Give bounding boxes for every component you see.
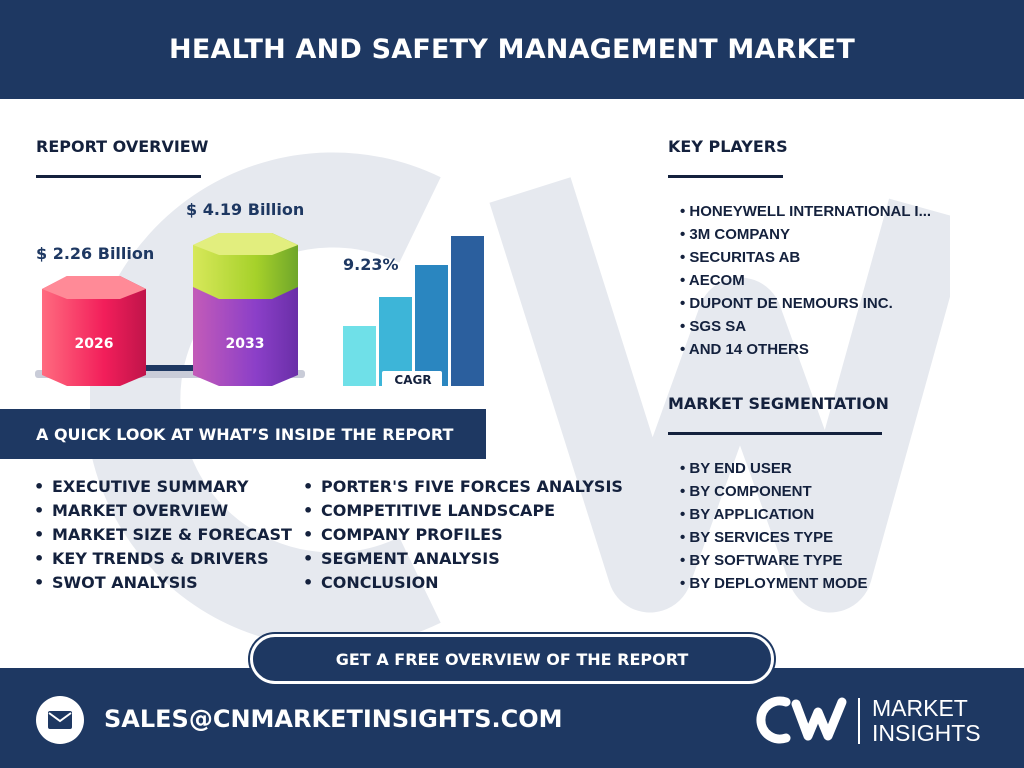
list-item: • BY SOFTWARE TYPE — [680, 552, 843, 569]
mail-button[interactable] — [36, 696, 84, 744]
cagr-label: CAGR — [394, 373, 431, 387]
quick-look-list-2: PORTER'S FIVE FORCES ANALYSIS COMPETITIV… — [301, 475, 623, 595]
list-item: • BY END USER — [680, 460, 792, 477]
cagr-bar-3 — [415, 265, 448, 386]
list-item: KEY TRENDS & DRIVERS — [32, 547, 292, 571]
key-players-list: • HONEYWELL INTERNATIONAL I... • 3M COMP… — [680, 200, 931, 361]
page-title: HEALTH AND SAFETY MANAGEMENT MARKET — [169, 34, 855, 65]
segmentation-rule — [668, 432, 882, 435]
quick-look-band: A QUICK LOOK AT WHAT’S INSIDE THE REPORT — [0, 409, 486, 459]
list-item: CONCLUSION — [301, 571, 623, 595]
quick-look-title: A QUICK LOOK AT WHAT’S INSIDE THE REPORT — [36, 424, 454, 444]
logo-line-1: MARKET — [872, 695, 968, 721]
list-item: • SGS SA — [680, 318, 747, 335]
header-band: HEALTH AND SAFETY MANAGEMENT MARKET — [0, 0, 1024, 99]
list-item: COMPANY PROFILES — [301, 523, 623, 547]
free-overview-label: GET A FREE OVERVIEW OF THE REPORT — [335, 649, 689, 669]
logo-line-2: INSIGHTS — [872, 720, 981, 746]
quick-look-list-1: EXECUTIVE SUMMARY MARKET OVERVIEW MARKET… — [32, 475, 292, 595]
chart-connector — [140, 365, 200, 371]
list-item: MARKET SIZE & FORECAST — [32, 523, 292, 547]
bar-2033 — [193, 233, 298, 386]
cagr-value-label: 9.23% — [343, 255, 399, 274]
list-item: • BY DEPLOYMENT MODE — [680, 575, 868, 592]
bar-2033-year: 2033 — [226, 336, 265, 352]
list-item: • DUPONT DE NEMOURS INC. — [680, 295, 893, 312]
list-item: • AND 14 OTHERS — [680, 341, 809, 358]
logo-divider — [858, 698, 860, 744]
footer-band — [0, 668, 1024, 768]
list-item: COMPETITIVE LANDSCAPE — [301, 499, 623, 523]
list-item: • BY APPLICATION — [680, 506, 815, 523]
list-item: PORTER'S FIVE FORCES ANALYSIS — [301, 475, 623, 499]
segmentation-list: • BY END USER • BY COMPONENT • BY APPLIC… — [680, 457, 868, 595]
list-item: • AECOM — [680, 272, 745, 289]
list-item: • 3M COMPANY — [680, 226, 790, 243]
cagr-bar-4 — [451, 236, 484, 386]
list-item: • BY SERVICES TYPE — [680, 529, 834, 546]
contact-email[interactable]: SALES@CNMARKETINSIGHTS.COM — [104, 705, 563, 733]
value-2033-label: $ 4.19 Billion — [186, 200, 305, 219]
list-item: EXECUTIVE SUMMARY — [32, 475, 292, 499]
list-item: • BY COMPONENT — [680, 483, 812, 500]
logo-wordmark: MARKET INSIGHTS — [872, 696, 981, 746]
list-item: MARKET OVERVIEW — [32, 499, 292, 523]
cagr-label-box — [382, 371, 442, 389]
key-players-rule — [668, 175, 783, 178]
list-item: SEGMENT ANALYSIS — [301, 547, 623, 571]
list-item: • HONEYWELL INTERNATIONAL I... — [680, 203, 932, 220]
report-overview-title: REPORT OVERVIEW — [36, 137, 209, 156]
bar-2026 — [42, 276, 146, 386]
cn-logo-icon — [756, 696, 847, 744]
free-overview-button[interactable]: GET A FREE OVERVIEW OF THE REPORT — [250, 634, 774, 684]
list-item: SWOT ANALYSIS — [32, 571, 292, 595]
key-players-title: KEY PLAYERS — [668, 137, 788, 156]
bar-2026-year: 2026 — [75, 336, 114, 352]
cagr-bar-1 — [343, 326, 376, 386]
value-2026-label: $ 2.26 Billion — [36, 244, 155, 263]
mail-icon — [48, 711, 72, 729]
list-item: • SECURITAS AB — [680, 249, 801, 266]
market-size-chart: 2026 2033 CAGR — [35, 233, 484, 389]
segmentation-title: MARKET SEGMENTATION — [668, 394, 889, 413]
report-overview-rule — [36, 175, 201, 178]
